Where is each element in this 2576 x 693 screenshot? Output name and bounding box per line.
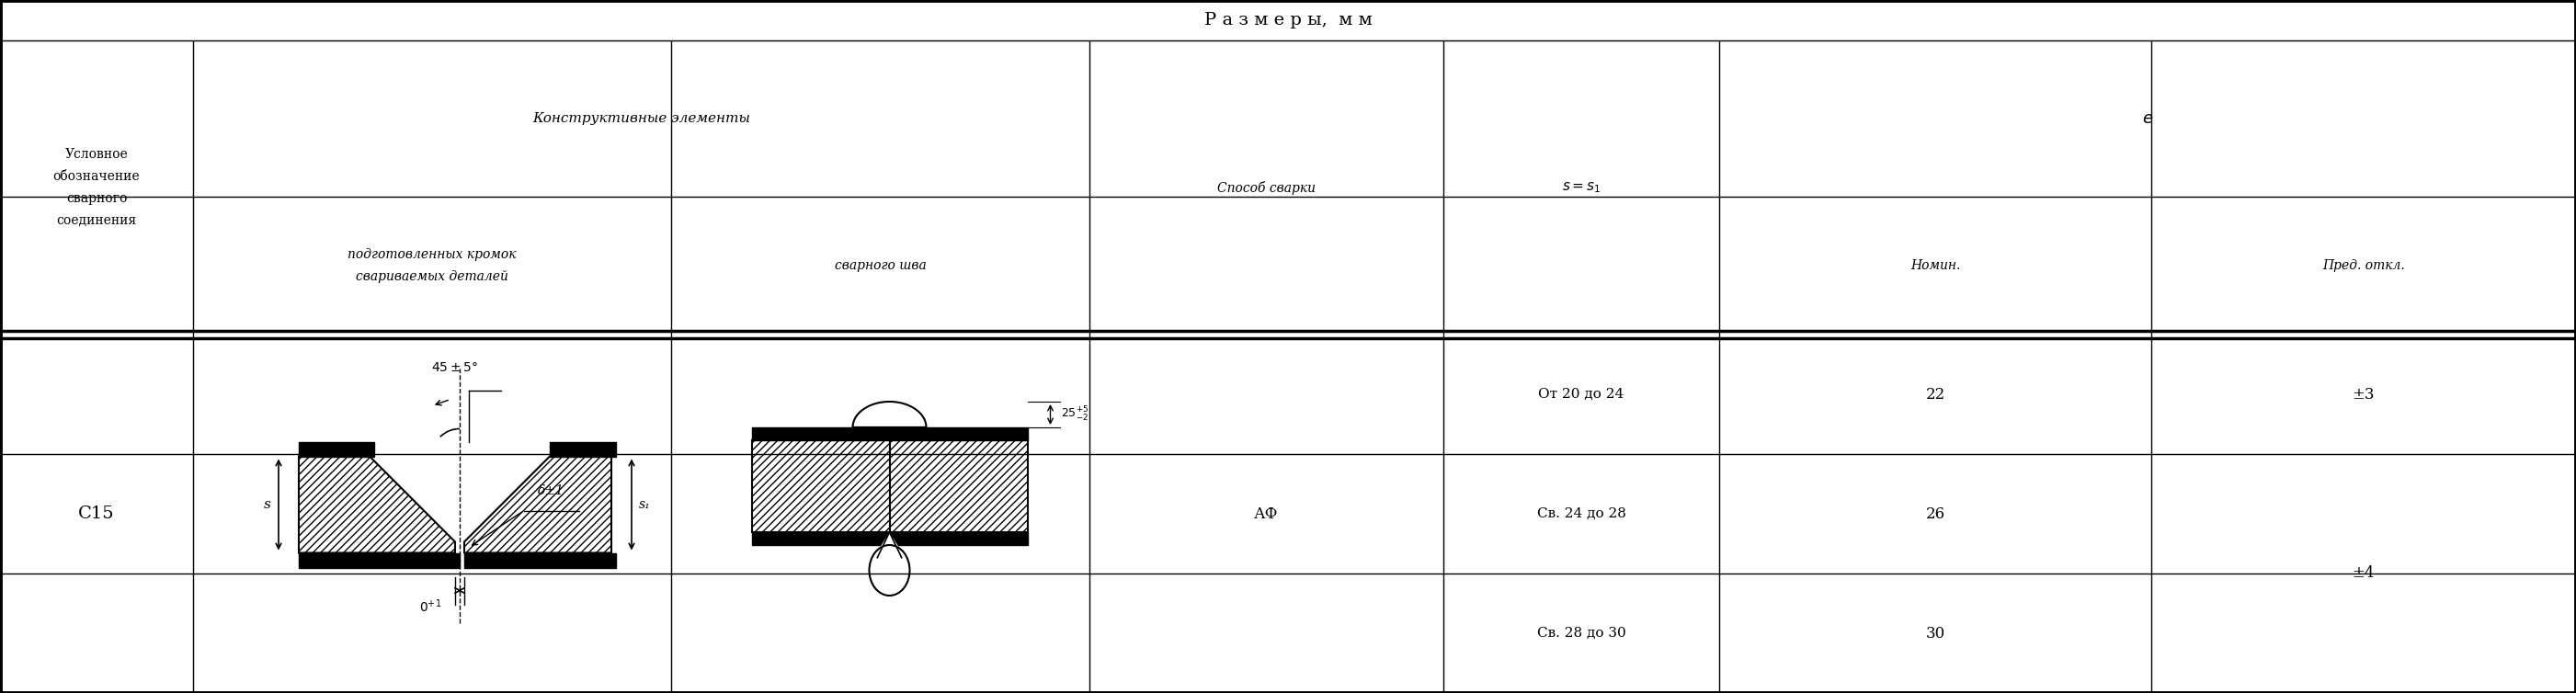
Text: свариваемых деталей: свариваемых деталей — [355, 270, 507, 283]
Polygon shape — [889, 440, 1028, 532]
Bar — [299, 441, 374, 456]
Text: ±4: ±4 — [2352, 565, 2375, 581]
Polygon shape — [299, 456, 456, 553]
Text: сварного шва: сварного шва — [835, 259, 927, 272]
Text: Св. 28 до 30: Св. 28 до 30 — [1538, 627, 1625, 640]
Text: Конструктивные элементы: Конструктивные элементы — [533, 112, 750, 125]
Text: 26: 26 — [1924, 506, 1945, 522]
Bar — [752, 532, 889, 545]
Text: От 20 до 24: От 20 до 24 — [1538, 388, 1623, 401]
Bar — [299, 553, 459, 568]
Polygon shape — [876, 532, 904, 554]
Text: Условное: Условное — [64, 148, 129, 161]
Text: e: e — [886, 403, 894, 416]
Text: $45\pm5°$: $45\pm5°$ — [433, 361, 479, 374]
Text: ±3: ±3 — [2352, 387, 2375, 402]
Text: Способ сварки: Способ сварки — [1218, 181, 1316, 195]
Text: АФ: АФ — [1255, 506, 1278, 522]
Text: s: s — [263, 498, 270, 511]
Text: 30: 30 — [1924, 626, 1945, 641]
Polygon shape — [464, 456, 611, 553]
Text: 22: 22 — [1924, 387, 1945, 402]
Text: соединения: соединения — [57, 214, 137, 227]
Text: Р а з м е р ы,  м м: Р а з м е р ы, м м — [1203, 12, 1373, 28]
Bar — [549, 441, 616, 456]
Text: s₁: s₁ — [639, 498, 652, 511]
Bar — [889, 428, 1028, 440]
Text: $e$: $e$ — [2141, 110, 2154, 127]
Text: сварного: сварного — [67, 192, 126, 205]
Text: Пред. откл.: Пред. откл. — [2324, 259, 2406, 272]
Bar — [752, 428, 889, 440]
Text: обозначение: обозначение — [54, 170, 139, 183]
Text: С15: С15 — [77, 505, 116, 522]
Text: $25^{+5}_{-2}$: $25^{+5}_{-2}$ — [1061, 405, 1090, 423]
Text: δ±1: δ±1 — [538, 484, 564, 497]
Text: подготовленных кромок: подготовленных кромок — [348, 248, 515, 261]
Bar — [889, 532, 1028, 545]
Bar — [464, 553, 616, 568]
Text: $s = s_1$: $s = s_1$ — [1561, 180, 1600, 195]
Polygon shape — [752, 440, 889, 532]
Text: $0^{+1}$: $0^{+1}$ — [420, 598, 440, 615]
Text: Св. 24 до 28: Св. 24 до 28 — [1538, 507, 1625, 520]
Text: Номин.: Номин. — [1911, 259, 1960, 272]
Polygon shape — [853, 402, 927, 428]
